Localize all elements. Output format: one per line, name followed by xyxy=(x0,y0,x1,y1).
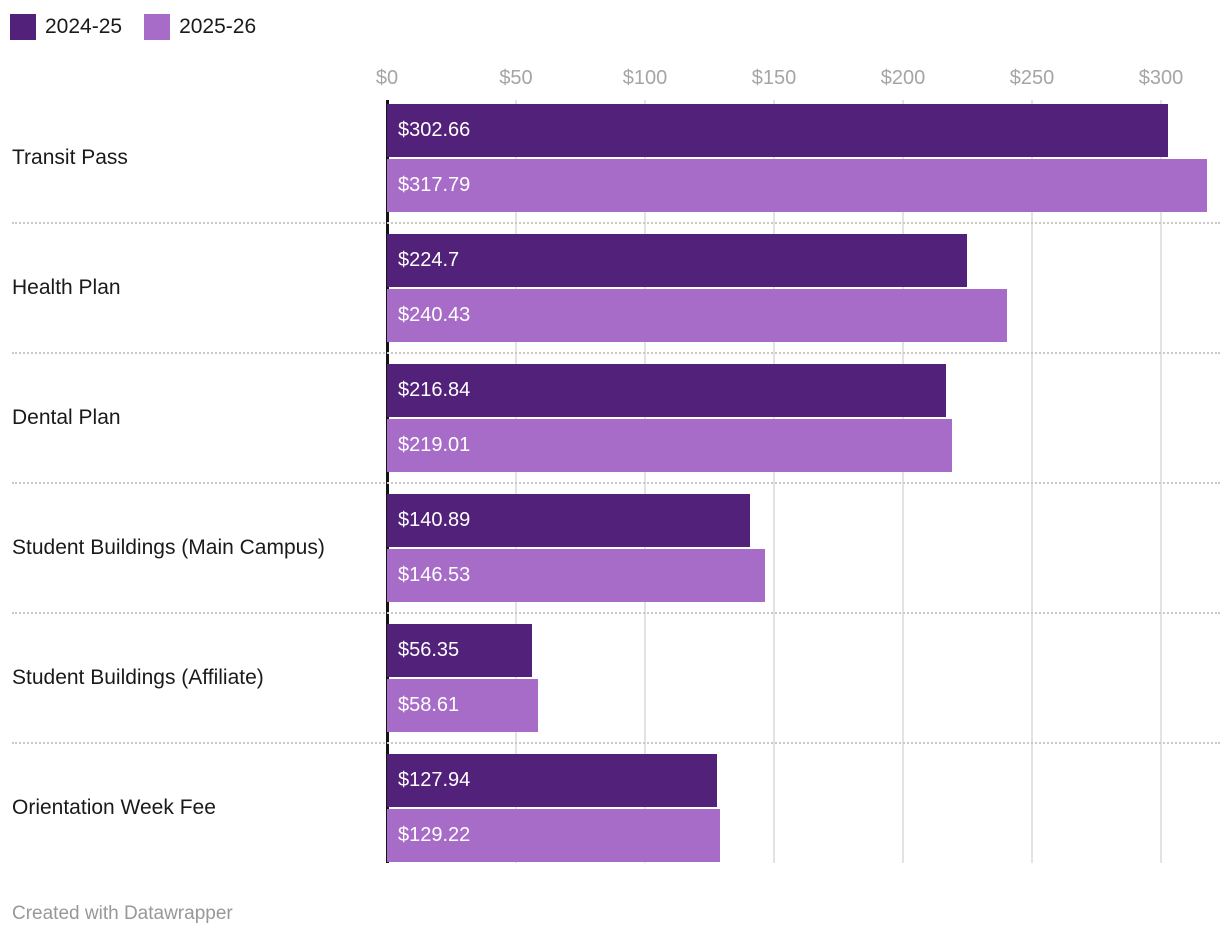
x-axis-tick-label: $0 xyxy=(375,67,399,89)
legend-swatch-2024-25 xyxy=(10,14,36,40)
gridline xyxy=(644,100,646,863)
category-label: Student Buildings (Affiliate) xyxy=(12,666,264,689)
row-separator xyxy=(12,352,1220,354)
row-separator xyxy=(12,612,1220,614)
bar-2025-26: $58.61 xyxy=(387,679,538,732)
category-label: Transit Pass xyxy=(12,146,128,169)
bar-value-label: $317.79 xyxy=(398,174,471,196)
bar-value-label: $146.53 xyxy=(398,564,471,586)
legend-item: 2025-26 xyxy=(144,14,256,40)
bar-2025-26: $219.01 xyxy=(387,419,952,472)
legend-item: 2024-25 xyxy=(10,14,122,40)
category-label: Dental Plan xyxy=(12,406,121,429)
bar-value-label: $129.22 xyxy=(398,824,471,846)
x-axis-tick-label: $100 xyxy=(622,67,668,89)
bar-2025-26: $129.22 xyxy=(387,809,720,862)
category-label: Orientation Week Fee xyxy=(12,796,216,819)
bar-value-label: $140.89 xyxy=(398,509,471,531)
bar-value-label: $302.66 xyxy=(398,119,471,141)
bar-2024-25: $140.89 xyxy=(387,494,750,547)
bar-2025-26: $146.53 xyxy=(387,549,765,602)
legend-swatch-2025-26 xyxy=(144,14,171,40)
bar-2025-26: $317.79 xyxy=(387,159,1207,212)
x-axis-tick-label: $150 xyxy=(751,67,797,89)
bar-2024-25: $302.66 xyxy=(387,104,1168,157)
bar-2024-25: $224.7 xyxy=(387,234,967,287)
category-label: Student Buildings (Main Campus) xyxy=(12,536,325,559)
legend-label: 2024-25 xyxy=(45,15,123,38)
bar-value-label: $219.01 xyxy=(398,434,471,456)
gridline xyxy=(1031,100,1033,863)
datawrapper-credit: Created with Datawrapper xyxy=(12,903,233,924)
gridline xyxy=(902,100,904,863)
category-label: Health Plan xyxy=(12,276,121,299)
row-separator xyxy=(12,742,1220,744)
x-axis-tick-label: $50 xyxy=(499,67,533,89)
gridline xyxy=(773,100,775,863)
bar-value-label: $224.7 xyxy=(398,249,460,271)
bar-2024-25: $127.94 xyxy=(387,754,717,807)
bar-value-label: $56.35 xyxy=(398,639,460,661)
legend-label: 2025-26 xyxy=(179,15,257,38)
bar-value-label: $240.43 xyxy=(398,304,471,326)
bar-value-label: $127.94 xyxy=(398,769,471,791)
x-axis-tick-label: $250 xyxy=(1009,67,1055,89)
legend: 2024-25 2025-26 xyxy=(10,14,256,40)
gridline xyxy=(1160,100,1162,863)
bar-value-label: $58.61 xyxy=(398,694,460,716)
bar-2024-25: $216.84 xyxy=(387,364,946,417)
bar-2024-25: $56.35 xyxy=(387,624,532,677)
bar-2025-26: $240.43 xyxy=(387,289,1007,342)
x-axis-tick-label: $300 xyxy=(1138,67,1184,89)
bar-value-label: $216.84 xyxy=(398,379,471,401)
row-separator xyxy=(12,222,1220,224)
x-axis-tick-label: $200 xyxy=(880,67,926,89)
gridline xyxy=(515,100,517,863)
row-separator xyxy=(12,482,1220,484)
y-axis-line xyxy=(386,100,389,863)
